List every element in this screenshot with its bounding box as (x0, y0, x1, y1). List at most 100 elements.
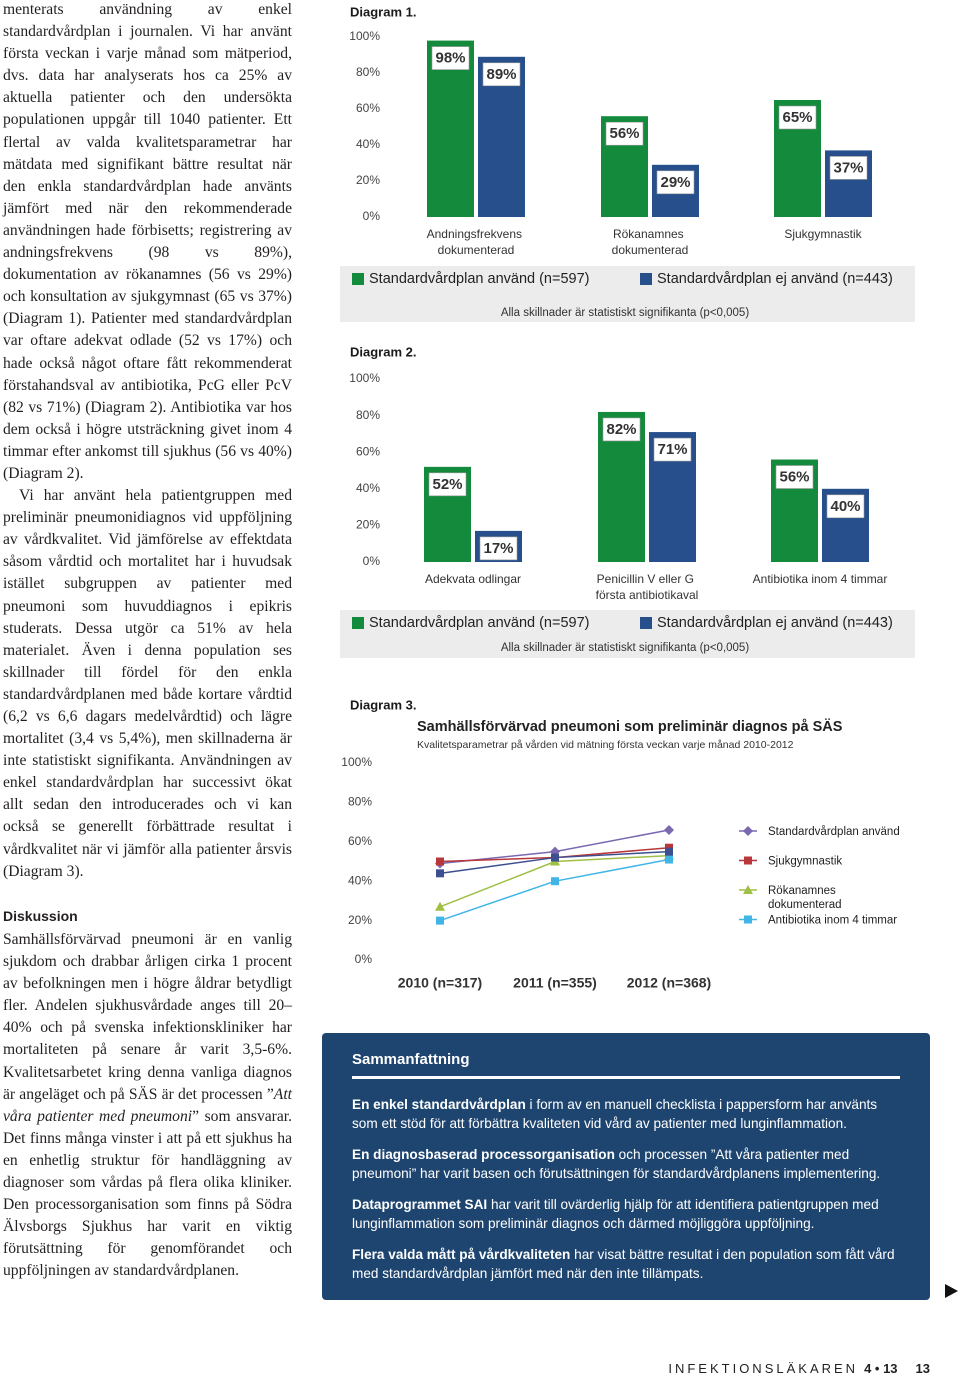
legend-label: Standardvårdplan använd (768, 826, 900, 838)
x-tick-label: 2011 (n=355) (513, 975, 597, 991)
value-label-box (653, 437, 692, 462)
value-label-box (778, 105, 817, 130)
bar (427, 40, 474, 217)
text-line: dokumenterad (612, 243, 689, 257)
value-label: 98% (435, 50, 465, 67)
y-tick-label: 0% (363, 209, 381, 223)
data-point (664, 824, 674, 835)
value-label-box (605, 121, 644, 146)
value-label-box (428, 472, 467, 497)
diagram-label: Diagram 2. (350, 344, 416, 359)
text-run: ” som ansvarar. Det finns många vinster … (3, 1107, 293, 1280)
data-point (743, 826, 753, 836)
text-line: Rökanamnes (768, 885, 839, 897)
value-label-box (479, 536, 518, 561)
x-tick-label: 2010 (n=317) (398, 975, 482, 991)
legend-band (340, 266, 915, 322)
value-label: 29% (660, 174, 690, 191)
data-point (436, 869, 444, 878)
text-line: Andningsfrekvens (427, 227, 526, 241)
value-label: 56% (609, 125, 639, 142)
x-tick-label: Antibiotika inom 4 timmar (753, 572, 888, 586)
bold-run: En diagnosbaserad processorganisation (352, 1147, 615, 1162)
value-label: 89% (486, 66, 516, 83)
text-run: i form av en manuell checklista i papper… (352, 1097, 878, 1131)
text-line: Sjukgymnastik (784, 227, 862, 241)
body-text: menterats användning av enkel standardvå… (3, 0, 292, 883)
text-line: dokumenterad (768, 899, 842, 911)
text-line: Standardvårdplan använd (768, 826, 900, 838)
text-line: Antibiotika inom 4 timmar (753, 572, 888, 586)
legend-label: Standardvårdplan ej använd (n=443) (657, 615, 893, 631)
value-label: 40% (830, 498, 860, 515)
x-tick-label: Adekvata odlingar (425, 572, 521, 586)
text-run: har varit till ovärderlig hjälp för att … (352, 1197, 879, 1231)
paragraph: Samhällsförvärvad pneumoni är en vanlig … (3, 929, 292, 1283)
legend-swatch (352, 273, 364, 285)
y-tick-label: 20% (356, 173, 380, 187)
x-tick-label: Penicillin V eller G första antibiotikav… (596, 572, 699, 602)
legend-label: Rökanamnes dokumenterad (768, 885, 842, 911)
data-point (436, 916, 444, 925)
y-tick-label: 80% (348, 795, 372, 809)
x-tick-label: Andningsfrekvens dokumenterad (427, 227, 526, 257)
y-tick-label: 100% (349, 371, 380, 385)
value-label-box (482, 62, 521, 87)
y-tick-label: 40% (348, 873, 372, 887)
paragraph: menterats användning av enkel standardvå… (3, 1, 292, 482)
text-run: Samhällsförvärvad pneumoni är en vanlig … (3, 931, 292, 1103)
y-tick-label: 80% (356, 408, 380, 422)
text-line: Antibiotika inom 4 timmar (768, 915, 897, 927)
legend-label: Standardvårdplan använd (n=597) (369, 271, 589, 287)
legend-label: Sjukgymnastik (768, 856, 842, 868)
italic-run: Att våra patienter med pneumoni (3, 1085, 292, 1125)
data-point (665, 855, 673, 864)
data-point (435, 901, 445, 911)
value-label-box (602, 417, 641, 442)
legend-swatch (640, 617, 652, 629)
x-tick-label: Sjukgymnastik (784, 227, 862, 241)
y-tick-label: 100% (341, 755, 372, 769)
continue-arrow (945, 1284, 958, 1298)
data-point (743, 885, 753, 894)
summary-item: Flera valda mått på vårdkvaliteten har v… (352, 1245, 900, 1283)
chart: Diagram 3.Samhällsförvärvad pneumoni som… (341, 697, 900, 991)
value-label-box (656, 170, 695, 195)
journal-name: INFEKTIONSLÄKAREN (668, 1361, 859, 1376)
legend-swatch (640, 273, 652, 285)
legend-label: Standardvårdplan använd (n=597) (369, 615, 589, 631)
discussion-text: Samhällsförvärvad pneumoni är en vanlig … (3, 929, 292, 1283)
data-point (436, 857, 444, 866)
legend-swatch (352, 617, 364, 629)
y-tick-label: 0% (355, 952, 373, 966)
x-tick-label: 2012 (n=368) (627, 975, 711, 991)
text-line: första antibiotikaval (596, 588, 699, 602)
data-point (550, 846, 560, 857)
text-line: dokumenterad (438, 243, 515, 257)
value-label: 82% (606, 421, 636, 438)
value-label: 37% (833, 159, 863, 176)
y-tick-label: 60% (356, 101, 380, 115)
chart-note: Alla skillnader är statistiskt signifika… (501, 642, 749, 654)
summary-item: Dataprogrammet SAI har varit till ovärde… (352, 1195, 900, 1233)
bold-run: Dataprogrammet SAI (352, 1197, 488, 1212)
footer: INFEKTIONSLÄKAREN 4 • 13 13 (668, 1361, 930, 1376)
bold-run: En enkel standardvårdplan (352, 1097, 526, 1112)
legend-label: Standardvårdplan ej använd (n=443) (657, 271, 893, 287)
paragraph: Vi har använt hela patientgruppen med pr… (3, 487, 292, 880)
value-label: 56% (779, 468, 809, 485)
summary-item: En diagnosbaserad processorganisation oc… (352, 1145, 900, 1183)
value-label-box (826, 494, 865, 519)
y-tick-label: 40% (356, 481, 380, 495)
value-label: 17% (483, 540, 513, 557)
value-label-box (775, 465, 814, 489)
y-tick-label: 40% (356, 137, 380, 151)
summary-title: Sammanfattning (352, 1051, 900, 1079)
y-tick-label: 20% (356, 518, 380, 532)
chart: Diagram 2. 0% 20% 40% 60% 80% 100% Adekvata odl… (340, 344, 915, 658)
diagram-label: Diagram 3. (350, 697, 416, 712)
legend-band (340, 610, 915, 658)
data-point (551, 853, 559, 862)
y-tick-label: 100% (349, 29, 380, 43)
